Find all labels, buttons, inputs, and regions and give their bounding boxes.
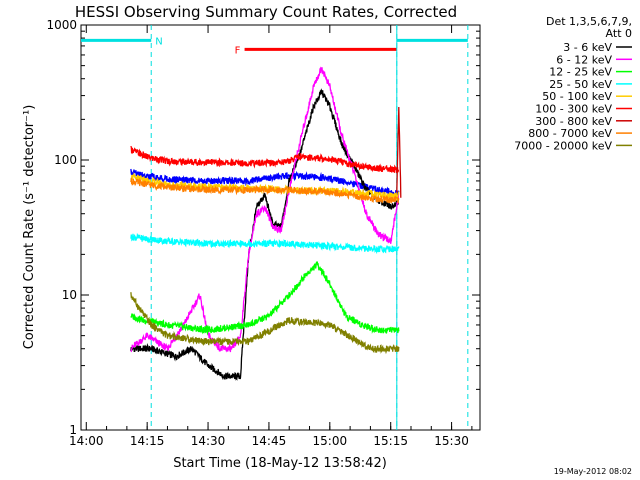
series-line-blue: [130, 168, 400, 198]
legend-header-2: Att 0: [606, 27, 632, 40]
footer-date: 19-May-2012 08:02: [554, 467, 632, 476]
legend-label: 6 - 12 keV: [556, 53, 612, 66]
flag-label-N: N: [155, 36, 162, 47]
series-line-3: [130, 232, 400, 255]
plot-frame: [80, 24, 481, 431]
legend-label: 25 - 50 keV: [549, 78, 612, 91]
x-tick-label: 15:30: [434, 434, 469, 448]
legend-label: 3 - 6 keV: [563, 41, 612, 54]
series-line-8: [130, 292, 400, 355]
legend-label: 50 - 100 keV: [542, 90, 612, 103]
flag-label-F: F: [235, 45, 241, 56]
y-tick-label: 100: [54, 153, 77, 167]
chart-title: HESSI Observing Summary Count Rates, Cor…: [75, 3, 457, 21]
legend-label: 100 - 300 keV: [535, 103, 612, 116]
x-tick-label: 14:00: [69, 434, 104, 448]
x-tick-label: 15:00: [313, 434, 348, 448]
x-tick-label: 14:15: [130, 434, 165, 448]
legend-label: 12 - 25 keV: [549, 66, 612, 79]
series-line-1: [130, 66, 400, 353]
series-line-5: [130, 145, 400, 174]
y-tick-label: 10: [62, 288, 77, 302]
series-line-2: [130, 261, 400, 336]
series-line-0: [130, 88, 400, 381]
legend-label: 800 - 7000 keV: [528, 127, 612, 140]
series-line-7: [130, 177, 400, 204]
legend-label: 300 - 800 keV: [535, 115, 612, 128]
y-tick-label: 1000: [46, 18, 77, 32]
x-tick-label: 14:45: [252, 434, 287, 448]
y-tick-label: 1: [69, 423, 77, 437]
y-axis-label: Corrected Count Rate (s⁻¹ detector⁻¹): [22, 105, 37, 350]
legend-label: 7000 - 20000 keV: [514, 139, 612, 152]
x-tick-label: 14:30: [191, 434, 226, 448]
x-axis-label: Start Time (18-May-12 13:58:42): [173, 456, 387, 471]
legend-header-1: Det 1,3,5,6,7,9,: [546, 15, 632, 28]
series-line-6: [396, 106, 402, 198]
x-tick-label: 15:15: [373, 434, 408, 448]
